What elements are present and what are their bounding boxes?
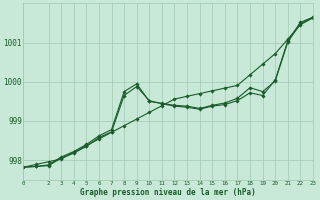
- X-axis label: Graphe pression niveau de la mer (hPa): Graphe pression niveau de la mer (hPa): [80, 188, 256, 197]
